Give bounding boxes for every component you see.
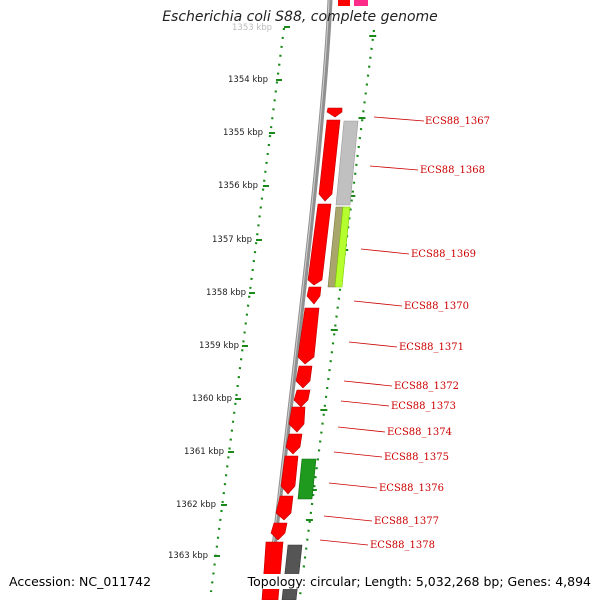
scale-tick: 1362 kbp xyxy=(176,500,227,510)
scale-tick: 1354 kbp xyxy=(228,75,282,85)
gene-label[interactable]: ECS88_1371 xyxy=(399,342,464,353)
gene-label-group[interactable]: ECS88_1375 xyxy=(333,451,449,463)
gene-label-group[interactable]: ECS88_1370 xyxy=(353,300,469,312)
cds-arrow xyxy=(285,433,303,455)
cds-arrow xyxy=(275,495,294,521)
genome-backbone xyxy=(265,0,333,600)
cds-arrow xyxy=(293,389,311,408)
cds-arrow xyxy=(261,541,284,600)
gene-label[interactable]: ECS88_1369 xyxy=(411,249,476,260)
cds-arrow xyxy=(280,455,299,495)
scale-tick-label: 1356 kbp xyxy=(218,181,258,191)
gene-label[interactable]: ECS88_1368 xyxy=(420,165,485,176)
cds-arrow xyxy=(295,365,313,389)
gene-label[interactable]: ECS88_1367 xyxy=(425,116,490,127)
gene-label[interactable]: ECS88_1372 xyxy=(394,381,459,392)
scale-tick-label: 1362 kbp xyxy=(176,500,216,510)
gene-label[interactable]: ECS88_1370 xyxy=(404,301,469,312)
scale-tick-label: 1361 kbp xyxy=(184,447,224,457)
gene-label-group[interactable]: ECS88_1378 xyxy=(319,539,435,551)
gene-label-group[interactable]: ECS88_1377 xyxy=(323,515,439,527)
similarity-block-lime xyxy=(334,206,351,288)
cds-arrow xyxy=(326,107,343,118)
gene-label-group[interactable]: ECS88_1371 xyxy=(348,341,464,353)
gene-label[interactable]: ECS88_1376 xyxy=(379,483,444,494)
gene-label-group[interactable]: ECS88_1368 xyxy=(369,165,485,176)
gene-label[interactable]: ECS88_1377 xyxy=(374,516,439,527)
genome-title: Escherichia coli S88, complete genome xyxy=(162,9,438,25)
cds-arrow xyxy=(297,307,320,365)
cds-arrow xyxy=(307,203,332,286)
scale-tick: 1363 kbp xyxy=(168,551,220,561)
gene-label-group[interactable]: ECS88_1367 xyxy=(373,116,490,127)
scale-tick-label: 1355 kbp xyxy=(223,128,263,138)
scale-tick-label: 1353 kbp xyxy=(232,23,272,33)
scale-tick: 1357 kbp xyxy=(212,235,262,245)
gene-label[interactable]: ECS88_1374 xyxy=(387,427,452,438)
top-pink-marker xyxy=(354,0,368,6)
scale-tick: 1361 kbp xyxy=(184,447,234,457)
gene-label-group[interactable]: ECS88_1376 xyxy=(328,482,444,494)
genome-summary: Topology: circular; Length: 5,032,268 bp… xyxy=(245,574,593,589)
gene-label[interactable]: ECS88_1378 xyxy=(370,540,435,551)
gene-label-group[interactable]: ECS88_1374 xyxy=(337,426,452,438)
cds-arrow xyxy=(306,286,322,305)
gene-label[interactable]: ECS88_1375 xyxy=(384,452,449,463)
scale-tick-label: 1358 kbp xyxy=(206,288,246,298)
similarity-block-gray xyxy=(335,120,359,206)
scale-tick-label: 1357 kbp xyxy=(212,235,252,245)
accession-label: Accession: NC_011742 xyxy=(7,574,154,589)
scale-tick: 1359 kbp xyxy=(199,341,248,351)
scale-tick: 1353 kbp xyxy=(232,23,290,33)
cds-arrow xyxy=(288,406,306,433)
gene-label[interactable]: ECS88_1373 xyxy=(391,401,456,412)
scale-tick: 1355 kbp xyxy=(223,128,275,138)
similarity-block-dark xyxy=(281,544,303,600)
scale-tick: 1358 kbp xyxy=(206,288,255,298)
cds-arrow xyxy=(318,119,341,202)
similarity-block-green xyxy=(297,458,317,500)
gene-label-group[interactable]: ECS88_1372 xyxy=(343,380,459,392)
gene-label-group[interactable]: ECS88_1373 xyxy=(340,400,456,412)
genome-backbone-highlight xyxy=(266,0,330,600)
cds-arrow xyxy=(270,522,288,541)
gene-label-group[interactable]: ECS88_1369 xyxy=(360,248,476,260)
outer-dotted-ring-left xyxy=(209,27,286,593)
scale-tick-label: 1359 kbp xyxy=(199,341,239,351)
scale-tick-label: 1360 kbp xyxy=(192,394,232,404)
scale-tick-label: 1363 kbp xyxy=(168,551,208,561)
scale-tick: 1360 kbp xyxy=(192,394,241,404)
top-red-marker xyxy=(338,0,350,6)
scale-tick: 1356 kbp xyxy=(218,181,269,191)
scale-tick-label: 1354 kbp xyxy=(228,75,268,85)
